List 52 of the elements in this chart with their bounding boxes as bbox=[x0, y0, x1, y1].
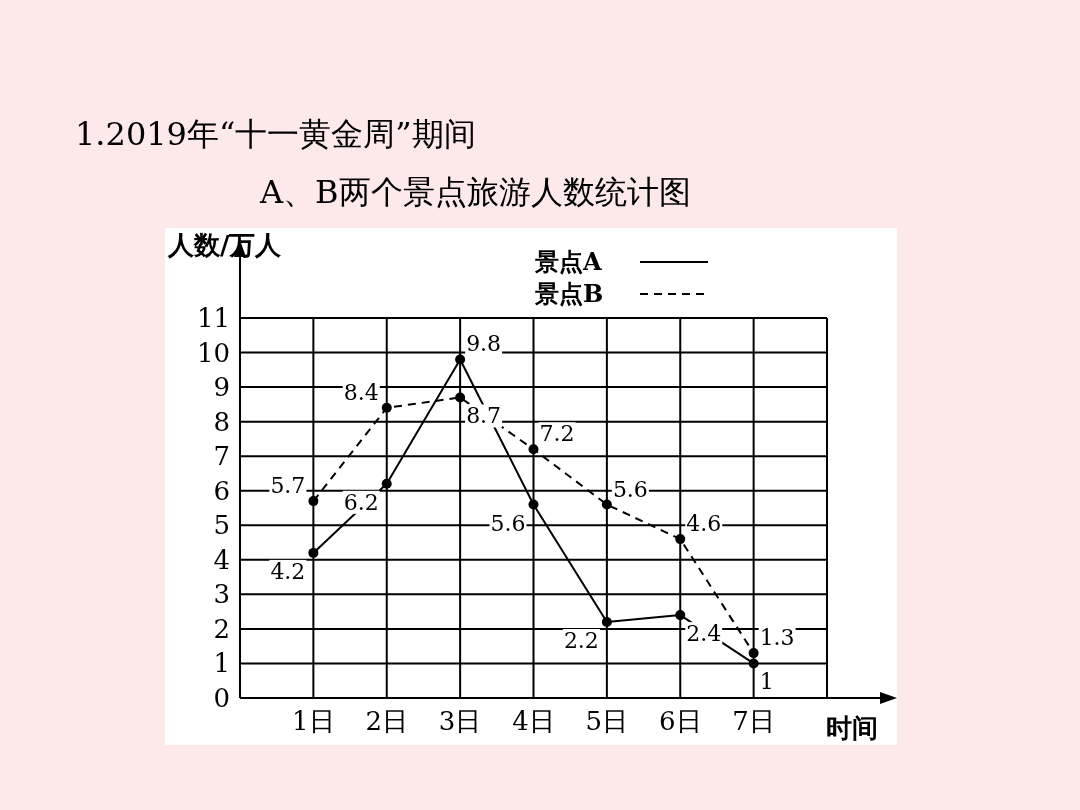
y-tick-label: 9 bbox=[213, 372, 230, 403]
data-label: 5.6 bbox=[612, 476, 648, 502]
x-tick-label: 5日 bbox=[585, 706, 629, 736]
y-tick-label: 11 bbox=[196, 303, 230, 333]
data-label: 5.6 bbox=[490, 510, 526, 536]
point bbox=[748, 648, 759, 659]
point bbox=[601, 617, 612, 627]
data-label: 9.8 bbox=[466, 331, 502, 357]
x-tick-label: 4日 bbox=[512, 706, 555, 736]
y-tick-label: 4 bbox=[213, 544, 230, 575]
x-tick-label: 1日 bbox=[292, 706, 335, 736]
data-label: 5.7 bbox=[270, 473, 306, 499]
x-tick-label: 2日 bbox=[365, 706, 409, 736]
point bbox=[528, 499, 539, 510]
data-label: 2.2 bbox=[563, 628, 599, 653]
y-tick-label: 7 bbox=[213, 441, 230, 472]
y-tick-label: 3 bbox=[213, 579, 230, 610]
data-label: 8.4 bbox=[343, 379, 379, 405]
point bbox=[381, 402, 392, 413]
point bbox=[308, 547, 319, 558]
data-label: 2.4 bbox=[686, 621, 722, 647]
y-tick-label: 0 bbox=[213, 683, 230, 713]
point bbox=[675, 610, 686, 621]
point bbox=[308, 496, 319, 507]
y-tick-label: 1 bbox=[213, 648, 230, 679]
y-tick-label: 8 bbox=[213, 406, 230, 437]
data-label: 7.2 bbox=[539, 421, 575, 447]
x-tick-label: 6日 bbox=[658, 706, 702, 736]
y-tick-label: 5 bbox=[213, 510, 230, 541]
point bbox=[381, 478, 392, 489]
y-tick-label: 2 bbox=[213, 613, 230, 644]
chart-title: 1.2019年“十一黄金周”期间 bbox=[75, 115, 476, 153]
point bbox=[455, 354, 466, 365]
y-tick-label: 6 bbox=[213, 475, 230, 506]
point bbox=[675, 534, 686, 545]
data-label: 1.3 bbox=[759, 625, 795, 651]
x-tick-label: 3日 bbox=[438, 706, 482, 736]
y-tick-label: 10 bbox=[196, 337, 230, 368]
x-axis-title: 时间 bbox=[826, 713, 878, 743]
chart-subtitle: A、B两个景点旅游人数统计图 bbox=[259, 173, 691, 211]
data-label: 4.6 bbox=[686, 511, 722, 537]
data-label: 8.7 bbox=[466, 403, 502, 429]
legend-label: 景点A bbox=[534, 247, 602, 276]
point bbox=[601, 499, 612, 510]
data-label: 1 bbox=[759, 669, 774, 695]
point bbox=[748, 658, 759, 669]
data-label: 6.2 bbox=[343, 489, 379, 515]
data-label: 4.2 bbox=[270, 558, 306, 584]
x-tick-label: 7日 bbox=[732, 706, 775, 736]
point bbox=[455, 392, 466, 403]
legend-label: 景点B bbox=[534, 279, 604, 308]
point bbox=[528, 444, 539, 455]
